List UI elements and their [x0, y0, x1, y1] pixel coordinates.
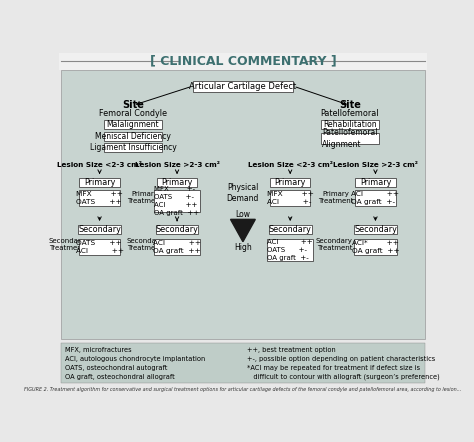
Text: OA graft, osteochondral allograft: OA graft, osteochondral allograft [65, 374, 175, 380]
Text: *ACI may be repeated for treatment if defect size is: *ACI may be repeated for treatment if de… [247, 365, 420, 371]
Text: MFX        ++
OATS      ++: MFX ++ OATS ++ [76, 191, 123, 205]
Text: ACI, autologous chondrocyte implantation: ACI, autologous chondrocyte implantation [65, 356, 206, 362]
Text: Secondary
Treatment: Secondary Treatment [316, 237, 353, 251]
FancyBboxPatch shape [61, 343, 425, 383]
Text: Primary: Primary [84, 178, 115, 187]
FancyBboxPatch shape [104, 132, 162, 141]
Text: Lesion Size <2-3 cm²: Lesion Size <2-3 cm² [248, 163, 333, 168]
Text: Articular Cartilage Defect: Articular Cartilage Defect [189, 82, 297, 91]
Text: Lesion Size >2-3 cm²: Lesion Size >2-3 cm² [135, 163, 219, 168]
Text: Secondary
Treatment: Secondary Treatment [126, 237, 163, 251]
FancyBboxPatch shape [80, 178, 120, 187]
Text: Secondary: Secondary [269, 225, 311, 234]
Text: Site: Site [122, 100, 144, 110]
Text: Physical
Demand: Physical Demand [227, 183, 259, 203]
FancyBboxPatch shape [321, 133, 379, 144]
Text: Site: Site [339, 100, 361, 110]
Text: MFX        ++
ACI          +-: MFX ++ ACI +- [267, 191, 314, 205]
FancyBboxPatch shape [80, 190, 120, 206]
Text: [ CLINICAL COMMENTARY ]: [ CLINICAL COMMENTARY ] [150, 54, 336, 67]
Text: Primary
Treatment: Primary Treatment [318, 191, 354, 204]
Text: Meniscal Deficiency: Meniscal Deficiency [95, 132, 171, 141]
Text: MFX, microfractures: MFX, microfractures [65, 347, 132, 353]
FancyBboxPatch shape [269, 225, 311, 234]
Text: Secondary: Secondary [78, 225, 121, 234]
Text: ACI          ++
OATS      +-
OA graft  +-: ACI ++ OATS +- OA graft +- [267, 239, 313, 261]
FancyBboxPatch shape [157, 178, 197, 187]
Text: Lesion Size <2-3 cm²: Lesion Size <2-3 cm² [57, 163, 142, 168]
FancyBboxPatch shape [356, 190, 396, 206]
Text: Malalignment: Malalignment [107, 120, 159, 129]
Text: High: High [234, 244, 252, 252]
Polygon shape [230, 219, 255, 242]
FancyBboxPatch shape [270, 178, 310, 187]
Text: OATS, osteochondral autograft: OATS, osteochondral autograft [65, 365, 168, 371]
Text: Primary: Primary [360, 178, 391, 187]
Text: Primary: Primary [161, 178, 193, 187]
Text: OATS      ++
ACI          ++: OATS ++ ACI ++ [75, 240, 124, 254]
Text: ACI*        ++
OA graft  ++: ACI* ++ OA graft ++ [352, 240, 399, 254]
FancyBboxPatch shape [354, 225, 397, 234]
Text: Primary
Treatment: Primary Treatment [127, 191, 162, 204]
FancyBboxPatch shape [156, 225, 198, 234]
Text: FIGURE 2. Treatment algorithm for conservative and surgical treatment options fo: FIGURE 2. Treatment algorithm for conser… [24, 387, 462, 392]
FancyBboxPatch shape [61, 70, 425, 339]
Text: Patellofemoral
Alignment: Patellofemoral Alignment [322, 128, 378, 149]
Text: Femoral Condyle: Femoral Condyle [99, 109, 167, 118]
Text: ++, best treatment option: ++, best treatment option [247, 347, 336, 353]
Text: ACI          ++
OA graft  ++: ACI ++ OA graft ++ [153, 240, 201, 254]
FancyBboxPatch shape [59, 53, 427, 70]
FancyBboxPatch shape [154, 190, 201, 212]
Text: Secondary: Secondary [155, 225, 199, 234]
Text: Low: Low [236, 210, 250, 219]
Text: MFX        +-
OATS      +-
ACI         ++
OA graft  ++: MFX +- OATS +- ACI ++ OA graft ++ [155, 186, 200, 216]
FancyBboxPatch shape [104, 143, 162, 152]
Text: Secondary: Secondary [354, 225, 397, 234]
Text: Primary: Primary [274, 178, 306, 187]
Text: +-, possible option depending on patient characteristics: +-, possible option depending on patient… [247, 356, 435, 362]
Text: Secondary
Treatment: Secondary Treatment [48, 237, 85, 251]
Text: Lesion Size >2-3 cm²: Lesion Size >2-3 cm² [333, 163, 418, 168]
FancyBboxPatch shape [154, 240, 201, 255]
Text: Ligament Insufficiency: Ligament Insufficiency [90, 143, 176, 152]
FancyBboxPatch shape [267, 240, 313, 261]
FancyBboxPatch shape [270, 190, 310, 206]
FancyBboxPatch shape [354, 240, 397, 255]
Text: ACI          ++
OA graft  +-: ACI ++ OA graft +- [351, 191, 400, 205]
Text: Patellofemoral: Patellofemoral [320, 109, 379, 118]
Text: difficult to contour with allograft (surgeon’s preference): difficult to contour with allograft (sur… [247, 374, 439, 380]
Text: Rehabilitation: Rehabilitation [323, 120, 377, 129]
FancyBboxPatch shape [321, 120, 379, 129]
FancyBboxPatch shape [78, 225, 121, 234]
FancyBboxPatch shape [104, 120, 162, 129]
FancyBboxPatch shape [80, 240, 120, 255]
FancyBboxPatch shape [192, 81, 293, 91]
FancyBboxPatch shape [356, 178, 396, 187]
